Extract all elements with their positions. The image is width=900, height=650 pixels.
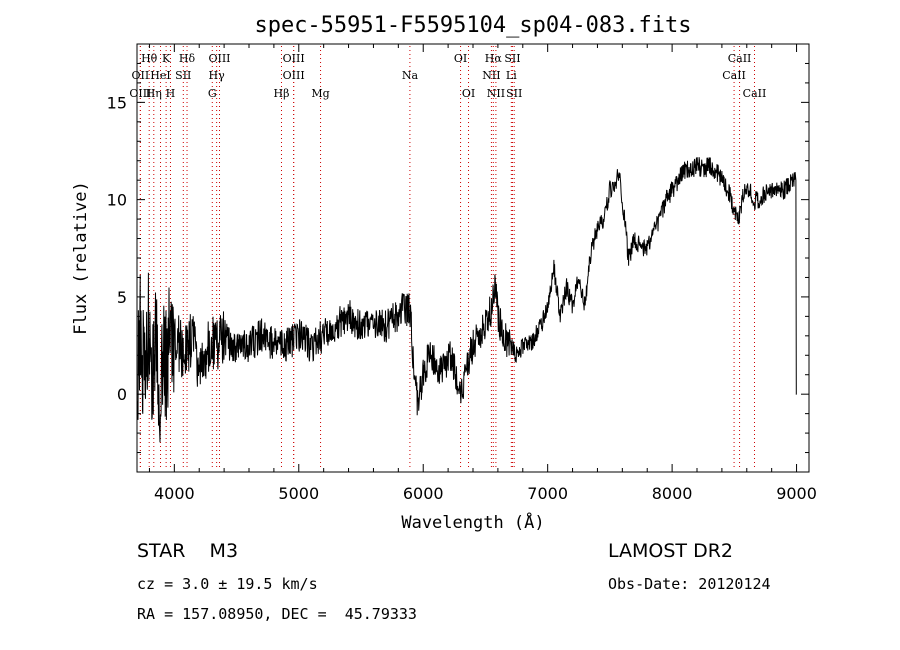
- spectral-line-label: OI: [462, 87, 475, 100]
- spectral-line-label: HeI: [150, 69, 170, 82]
- spectral-line-label: K: [162, 52, 171, 65]
- coordinates: RA = 157.08950, DEC = 45.79333: [137, 605, 417, 623]
- x-tick-label: 4000: [154, 484, 195, 503]
- x-tick-label: 9000: [776, 484, 817, 503]
- spectral-line-label: Hβ: [274, 87, 290, 100]
- spectral-line-label: CaII: [743, 87, 767, 100]
- spectral-line-label: Hγ: [209, 69, 226, 82]
- spectral-line-label: SII: [504, 52, 520, 65]
- x-axis-label: Wavelength (Å): [401, 511, 544, 533]
- spectrum-series-line: [137, 157, 797, 443]
- spectral-line-label: NII: [482, 69, 500, 82]
- x-tick-label: 8000: [652, 484, 693, 503]
- spectral-line-label: Li: [506, 69, 517, 82]
- spectral-line-label: Na: [402, 69, 419, 82]
- y-tick-label: 5: [117, 288, 127, 307]
- spectral-line-label: Hη: [146, 87, 162, 100]
- spectral-line-label: OIII: [283, 52, 305, 65]
- spectral-line-label: H: [166, 87, 176, 100]
- spectral-line-label: Hθ: [141, 52, 158, 65]
- spectral-line-label: Hα: [485, 52, 503, 65]
- spectral-line-label: SII: [506, 87, 522, 100]
- line-markers: [139, 46, 755, 470]
- spectral-line-label: CaII: [722, 69, 746, 82]
- y-axis-label: Flux (relative): [71, 181, 91, 335]
- spectral-line-label: OIII: [129, 87, 151, 100]
- spectral-line-label: SII: [175, 69, 191, 82]
- spectral-line-label: Mg: [311, 87, 329, 100]
- spectral-line-label: OIII: [208, 52, 230, 65]
- y-tick-label: 10: [107, 191, 127, 210]
- x-tick-label: 6000: [403, 484, 444, 503]
- spectral-line-label: G: [208, 87, 217, 100]
- x-tick-label: 5000: [278, 484, 319, 503]
- x-axis-ticks: 4000 5000 6000 7000 8000 9000: [148, 44, 817, 503]
- redshift-velocity: cz = 3.0 ± 19.5 km/s: [137, 575, 318, 593]
- spectral-line-label: OIII: [283, 69, 305, 82]
- observation-date: Obs-Date: 20120124: [608, 575, 771, 593]
- survey-name: LAMOST DR2: [608, 540, 733, 562]
- spectral-line-label: Hδ: [179, 52, 196, 65]
- spectral-line-label: CaII: [728, 52, 752, 65]
- spectral-line-label: NII: [487, 87, 505, 100]
- spectral-line-label: OI: [454, 52, 467, 65]
- y-tick-label: 0: [117, 385, 127, 404]
- chart-title: spec-55951-F5595104_sp04-083.fits: [254, 13, 691, 38]
- object-type: STAR M3: [137, 540, 239, 562]
- y-tick-label: 15: [107, 93, 127, 112]
- spectral-line-label: OII: [132, 69, 150, 82]
- x-tick-label: 7000: [527, 484, 568, 503]
- plot-frame: [136, 43, 810, 473]
